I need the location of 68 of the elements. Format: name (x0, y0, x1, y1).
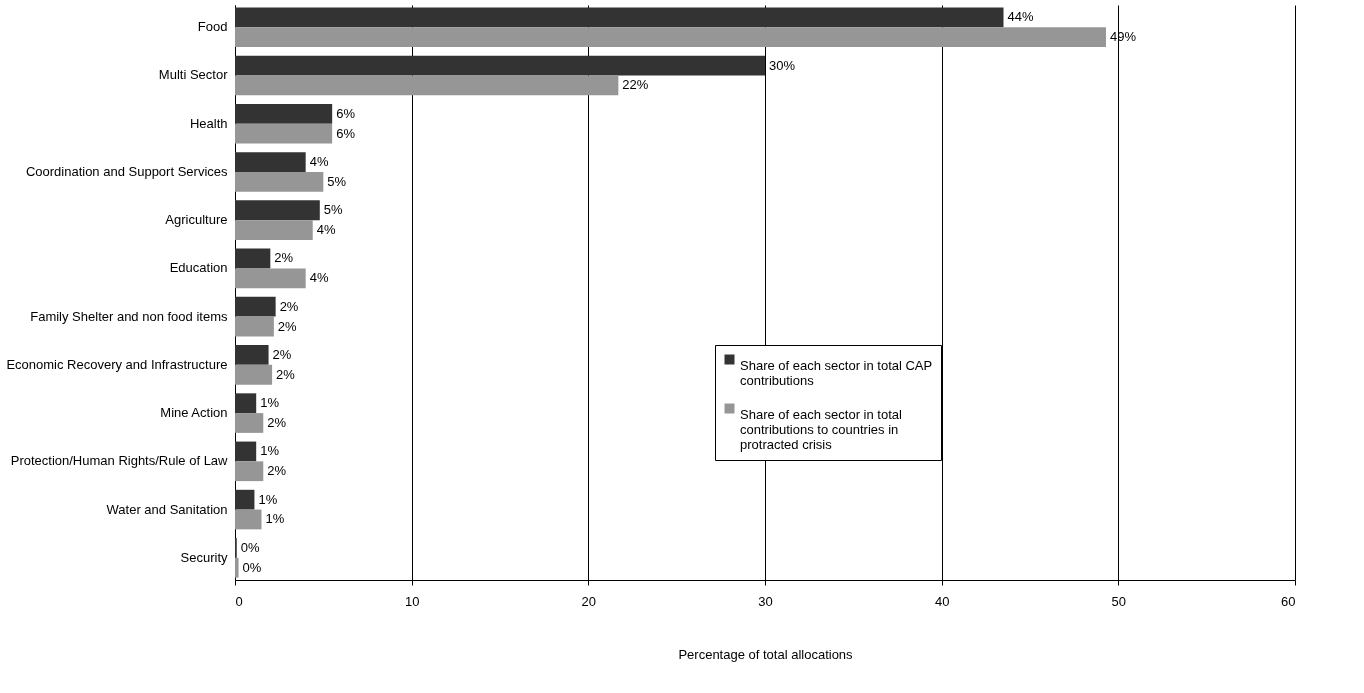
bar (235, 55, 765, 76)
data-label: 4% (316, 222, 336, 238)
y-tick-label: Family Shelter and non food items (30, 308, 228, 324)
x-axis-title: Percentage of total allocations (678, 646, 854, 662)
data-label: 4% (309, 270, 329, 286)
bar (235, 509, 262, 530)
bar (235, 393, 257, 414)
bar (235, 171, 324, 192)
x-tick-label: 20 (581, 593, 597, 609)
y-tick-label: Mine Action (160, 405, 228, 421)
bar (235, 489, 255, 510)
data-label: 5% (323, 202, 344, 218)
y-tick-label: Economic Recovery and Infrastructure (6, 356, 228, 372)
data-label: 1% (258, 491, 278, 507)
x-tick-label: 0 (235, 593, 243, 609)
data-label: 1% (260, 443, 280, 459)
y-tick-label: Education (169, 260, 228, 276)
bar (235, 7, 1004, 28)
bar (235, 152, 306, 172)
bar (235, 75, 619, 96)
data-label: 2% (276, 366, 296, 382)
data-label: 5% (327, 173, 347, 189)
x-tick-label: 30 (758, 593, 773, 609)
x-tick-label: 10 (404, 593, 420, 609)
data-label: 2% (272, 346, 292, 362)
bar (235, 345, 269, 365)
y-tick-label: Multi Sector (158, 67, 229, 83)
y-tick-label: Protection/Human Rights/Rule of Law (10, 453, 229, 469)
data-label: 22% (622, 77, 649, 93)
data-label: 2% (267, 463, 287, 479)
data-label: 0% (242, 559, 262, 575)
data-label: 2% (267, 414, 287, 430)
bar (235, 316, 274, 337)
bar (235, 248, 271, 269)
data-label: 2% (279, 298, 299, 314)
data-label: 2% (277, 318, 298, 334)
data-label: 2% (274, 250, 294, 266)
data-label: 0% (240, 539, 260, 555)
bar (235, 220, 313, 240)
bar (235, 441, 257, 462)
y-tick-label: Water and Sanitation (106, 501, 228, 517)
bar (235, 557, 239, 578)
data-label: 4% (309, 154, 329, 170)
x-tick-label: 60 (1281, 593, 1296, 609)
legend-label: Share of each sector in total contributions to countries in protracted crisis (740, 406, 902, 452)
y-tick-label: Food (197, 19, 228, 35)
data-label: 6% (336, 125, 356, 141)
y-tick-label: Agriculture (165, 212, 228, 228)
bar (235, 413, 264, 433)
data-label: 1% (265, 511, 285, 527)
y-tick-label: Coordination and Support Services (25, 163, 228, 179)
legend-label: Share of each sector in total CAP contributions (740, 357, 933, 388)
y-tick-label: Security (180, 549, 228, 565)
bar (235, 123, 333, 144)
data-label: 1% (260, 395, 280, 411)
x-tick-label: 50 (1111, 593, 1127, 609)
bar (235, 268, 306, 289)
x-tick-label: 40 (934, 593, 950, 609)
bar (235, 296, 276, 317)
bar (235, 27, 1106, 47)
bar (235, 461, 264, 482)
bar (235, 200, 320, 221)
bar (235, 364, 273, 385)
y-tick-label: Health (189, 115, 228, 131)
bar (235, 103, 333, 124)
data-label: 6% (336, 105, 356, 121)
data-label: 44% (1007, 9, 1034, 25)
data-label: 30% (769, 57, 796, 73)
